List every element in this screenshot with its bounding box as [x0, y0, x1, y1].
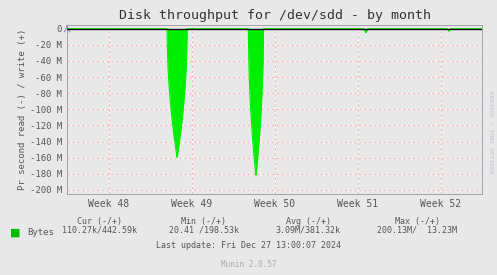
Text: Munin 2.0.57: Munin 2.0.57	[221, 260, 276, 269]
Text: 110.27k/442.59k: 110.27k/442.59k	[62, 226, 137, 234]
Text: Max (-/+): Max (-/+)	[395, 217, 440, 226]
Text: ■: ■	[10, 227, 20, 237]
Title: Disk throughput for /dev/sdd - by month: Disk throughput for /dev/sdd - by month	[119, 9, 430, 22]
Text: Last update: Fri Dec 27 13:00:07 2024: Last update: Fri Dec 27 13:00:07 2024	[156, 241, 341, 249]
Text: Bytes: Bytes	[27, 228, 54, 237]
Text: 200.13M/  13.23M: 200.13M/ 13.23M	[378, 226, 457, 234]
Text: 20.41 /198.53k: 20.41 /198.53k	[169, 226, 239, 234]
Y-axis label: Pr second read (-) / write (+): Pr second read (-) / write (+)	[18, 29, 27, 190]
Text: 3.09M/381.32k: 3.09M/381.32k	[276, 226, 340, 234]
Text: Cur (-/+): Cur (-/+)	[77, 217, 122, 226]
Text: RRDTOOL / TOBI OETIKER: RRDTOOL / TOBI OETIKER	[488, 91, 493, 173]
Text: Avg (-/+): Avg (-/+)	[286, 217, 331, 226]
Text: Min (-/+): Min (-/+)	[181, 217, 226, 226]
